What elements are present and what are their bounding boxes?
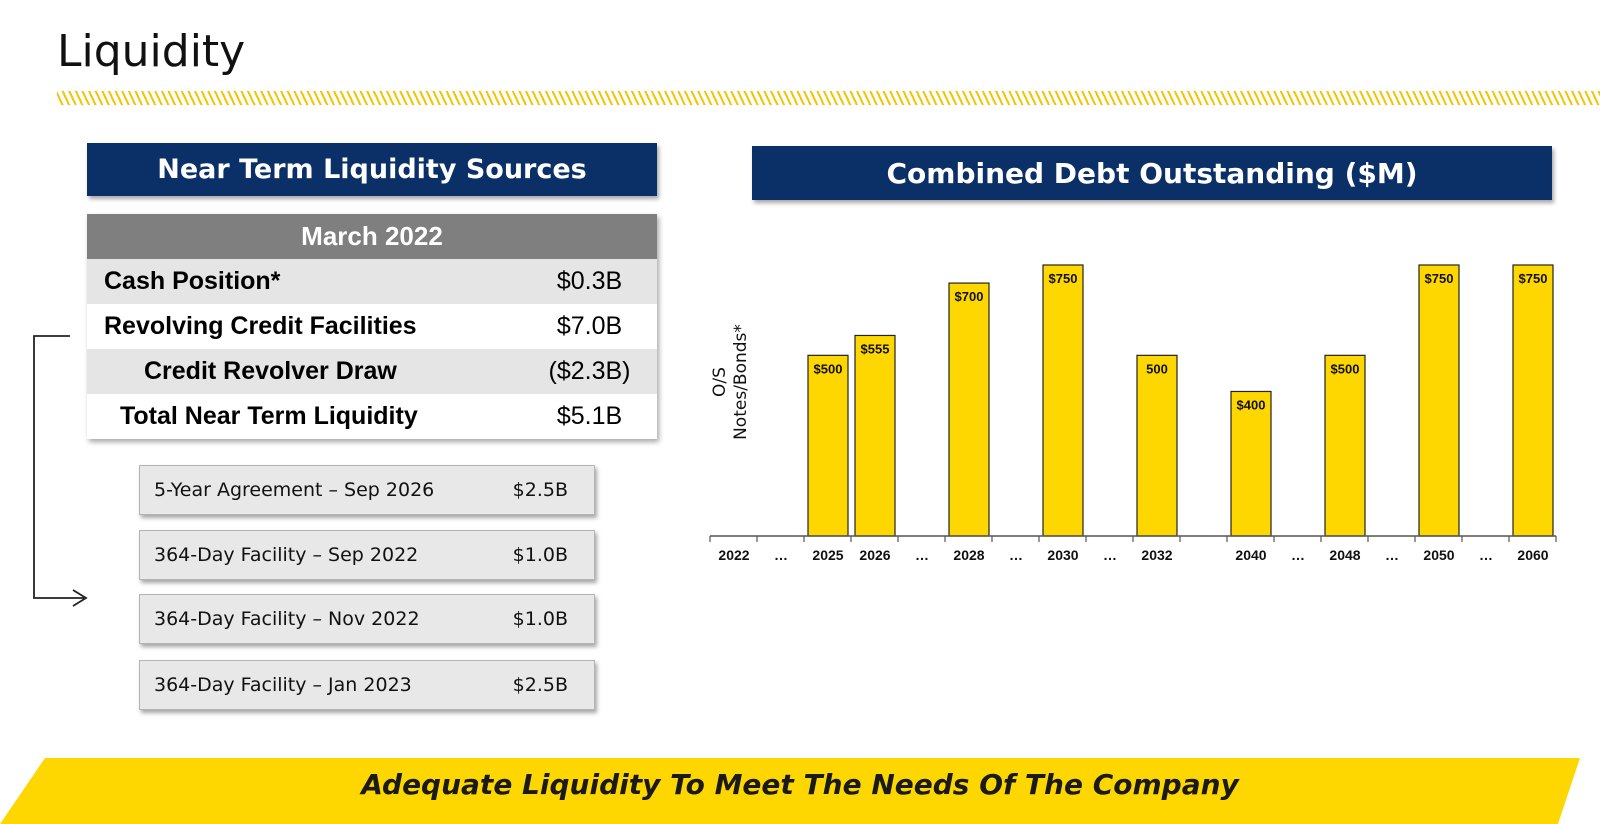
facility-box: 5-Year Agreement – Sep 2026 $2.5B bbox=[139, 465, 595, 515]
row-value-total-liquidity: $5.1B bbox=[556, 402, 623, 430]
x-tick-label: 2050 bbox=[1423, 547, 1454, 563]
table-row: Revolving Credit Facilities $7.0B bbox=[87, 304, 657, 349]
x-tick-label: 2028 bbox=[953, 547, 984, 563]
x-axis-labels: 2022 … 2025 2026 … 2028 … 2030 … 2032 2040 … 2048 … 20… bbox=[718, 547, 1548, 563]
data-label-2048: $500 bbox=[1331, 361, 1360, 376]
facility-value: $1.0B bbox=[512, 544, 568, 566]
x-tick-label: … bbox=[774, 547, 788, 563]
conclusion-banner bbox=[0, 758, 1580, 824]
table-period-header: March 2022 bbox=[87, 214, 657, 259]
row-label-revolving-credit: Revolving Credit Facilities bbox=[104, 312, 417, 340]
facility-value: $1.0B bbox=[512, 608, 568, 630]
x-tick-label: … bbox=[1103, 547, 1117, 563]
x-tick-label: 2025 bbox=[812, 547, 843, 563]
debt-bar-chart: O/S Notes/Bonds* $500 $555 $700 $750 500 $400… bbox=[709, 264, 1557, 563]
data-label-2050: $750 bbox=[1425, 271, 1454, 286]
facilities-bracket-arrow bbox=[33, 335, 88, 607]
chart-title: Combined Debt Outstanding ($M) bbox=[752, 146, 1552, 200]
x-axis-ticks bbox=[709, 536, 1557, 542]
x-tick-label: 2048 bbox=[1329, 547, 1360, 563]
x-tick-label: 2030 bbox=[1047, 547, 1078, 563]
row-label-total-liquidity: Total Near Term Liquidity bbox=[120, 402, 418, 430]
data-label-2030: $750 bbox=[1049, 271, 1078, 286]
data-label-2028: $700 bbox=[955, 289, 984, 304]
facility-value: $2.5B bbox=[512, 674, 568, 696]
data-label-2060: $750 bbox=[1519, 271, 1548, 286]
bar-2030 bbox=[1042, 264, 1084, 537]
x-tick-label: … bbox=[1291, 547, 1305, 563]
row-label-revolver-draw: Credit Revolver Draw bbox=[144, 357, 397, 385]
y-axis-label: O/S Notes/Bonds* bbox=[710, 324, 751, 440]
facility-label: 364-Day Facility – Nov 2022 bbox=[154, 608, 420, 630]
x-tick-label: 2032 bbox=[1141, 547, 1172, 563]
bar-2028 bbox=[948, 282, 990, 537]
bar-2048 bbox=[1324, 354, 1366, 537]
title-divider-stripe bbox=[57, 91, 1600, 105]
liquidity-sources-header: Near Term Liquidity Sources bbox=[87, 143, 657, 196]
page-title: Liquidity bbox=[57, 26, 246, 77]
bar-2050 bbox=[1418, 264, 1460, 537]
row-value-revolver-draw: ($2.3B) bbox=[548, 357, 631, 385]
facility-value: $2.5B bbox=[512, 479, 568, 501]
bar-2026 bbox=[854, 334, 896, 537]
facility-label: 364-Day Facility – Sep 2022 bbox=[154, 544, 419, 566]
x-tick-label: 2022 bbox=[718, 547, 749, 563]
row-value-revolving-credit: $7.0B bbox=[556, 312, 623, 340]
bar-series: $500 $555 $700 $750 500 $400 $500 $750 $750 bbox=[807, 264, 1554, 537]
facility-label: 364-Day Facility – Jan 2023 bbox=[154, 674, 412, 696]
x-tick-label: … bbox=[1385, 547, 1399, 563]
bar-2040 bbox=[1230, 390, 1272, 537]
data-label-2032: 500 bbox=[1146, 361, 1168, 376]
data-label-2026: $555 bbox=[861, 341, 890, 356]
x-tick-label: … bbox=[1009, 547, 1023, 563]
bar-2032 bbox=[1136, 354, 1178, 537]
row-value-cash-position: $0.3B bbox=[556, 267, 623, 295]
table-row: Cash Position* $0.3B bbox=[87, 259, 657, 304]
data-label-2025: $500 bbox=[814, 361, 843, 376]
facility-box: 364-Day Facility – Sep 2022 $1.0B bbox=[139, 530, 595, 580]
facility-label: 5-Year Agreement – Sep 2026 bbox=[154, 479, 435, 501]
x-tick-label: … bbox=[1479, 547, 1493, 563]
table-row: Total Near Term Liquidity $5.1B bbox=[87, 394, 657, 439]
x-tick-label: 2026 bbox=[859, 547, 890, 563]
bar-2060 bbox=[1512, 264, 1554, 537]
y-axis-label-line1: O/S bbox=[710, 367, 730, 397]
x-tick-label: … bbox=[915, 547, 929, 563]
data-label-2040: $400 bbox=[1237, 397, 1266, 412]
liquidity-table: March 2022 Cash Position* $0.3B Revolvin… bbox=[87, 214, 657, 439]
facility-box: 364-Day Facility – Jan 2023 $2.5B bbox=[139, 660, 595, 710]
table-row: Credit Revolver Draw ($2.3B) bbox=[87, 349, 657, 394]
bar-2025 bbox=[807, 354, 849, 537]
row-label-cash-position: Cash Position* bbox=[104, 267, 281, 295]
y-axis-label-line2: Notes/Bonds* bbox=[731, 324, 751, 440]
x-tick-label: 2060 bbox=[1517, 547, 1548, 563]
conclusion-banner-text: Adequate Liquidity To Meet The Needs Of … bbox=[361, 768, 1239, 801]
facility-box: 364-Day Facility – Nov 2022 $1.0B bbox=[139, 594, 595, 644]
x-tick-label: 2040 bbox=[1235, 547, 1266, 563]
